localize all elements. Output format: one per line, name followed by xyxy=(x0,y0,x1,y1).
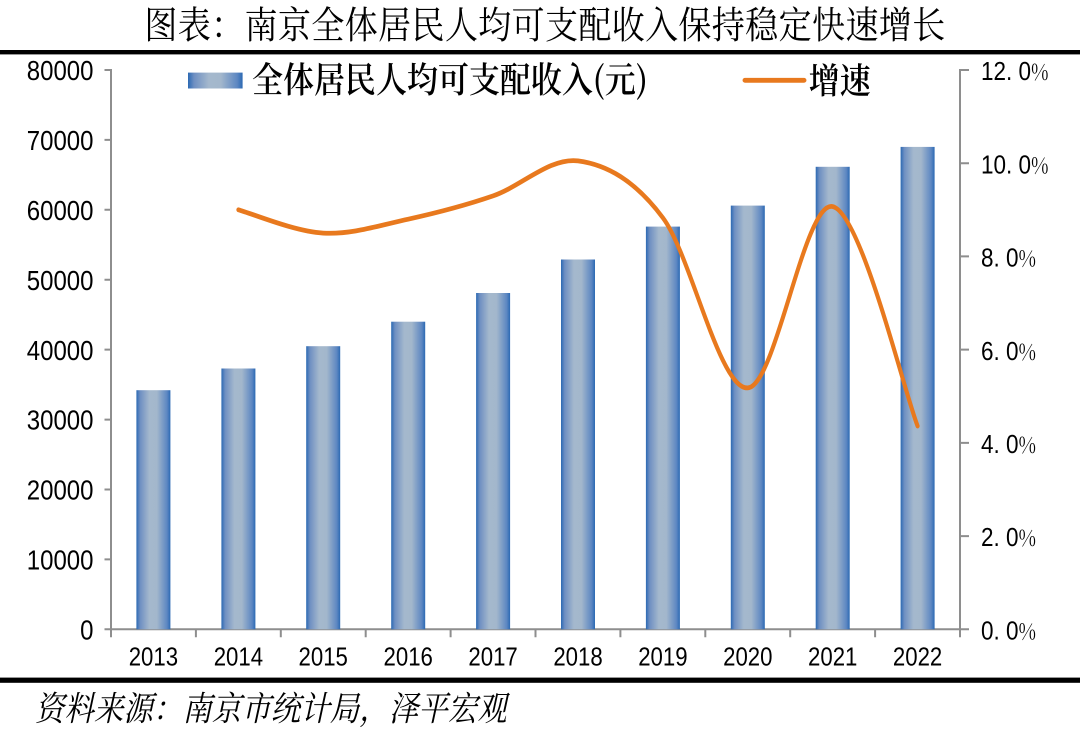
svg-text:4. 0%: 4. 0% xyxy=(981,427,1036,459)
svg-text:图表：南京全体居民人均可支配收入保持稳定快速增长: 图表：南京全体居民人均可支配收入保持稳定快速增长 xyxy=(144,0,945,50)
svg-text:2017: 2017 xyxy=(468,643,517,672)
svg-text:2019: 2019 xyxy=(638,643,687,672)
svg-text:70000: 70000 xyxy=(27,124,94,156)
svg-text:2014: 2014 xyxy=(214,643,263,672)
svg-text:40000: 40000 xyxy=(27,334,94,366)
svg-text:0. 0%: 0. 0% xyxy=(981,614,1036,646)
svg-text:10. 0%: 10. 0% xyxy=(981,148,1049,180)
svg-text:30000: 30000 xyxy=(27,404,94,436)
svg-text:资料来源：南京市统计局，泽平宏观: 资料来源：南京市统计局，泽平宏观 xyxy=(35,682,511,730)
svg-text:2013: 2013 xyxy=(129,643,178,672)
svg-text:10000: 10000 xyxy=(27,544,94,576)
svg-text:60000: 60000 xyxy=(27,194,94,226)
svg-text:2015: 2015 xyxy=(299,643,348,672)
svg-text:2016: 2016 xyxy=(384,643,433,672)
svg-text:20000: 20000 xyxy=(27,474,94,506)
svg-text:2022: 2022 xyxy=(893,643,942,672)
svg-text:2020: 2020 xyxy=(723,643,772,672)
svg-text:12. 0%: 12. 0% xyxy=(981,54,1049,86)
svg-text:50000: 50000 xyxy=(27,264,94,296)
svg-text:8. 0%: 8. 0% xyxy=(981,241,1036,273)
svg-text:80000: 80000 xyxy=(27,54,94,86)
svg-text:增速: 增速 xyxy=(809,52,871,104)
svg-text:6. 0%: 6. 0% xyxy=(981,334,1036,366)
svg-text:2021: 2021 xyxy=(808,643,857,672)
svg-text:2018: 2018 xyxy=(553,643,602,672)
svg-text:0: 0 xyxy=(80,614,93,646)
svg-text:2. 0%: 2. 0% xyxy=(981,521,1036,553)
svg-text:全体居民人均可支配收入(元): 全体居民人均可支配收入(元) xyxy=(252,51,648,103)
